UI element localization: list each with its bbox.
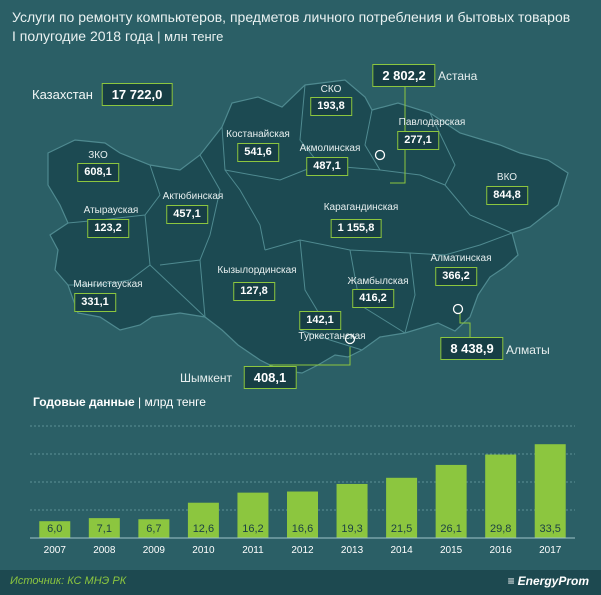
x-tick-label: 2008 <box>93 545 116 556</box>
region-label-turkestan: Туркестанская <box>298 331 366 342</box>
map-outline <box>47 79 569 374</box>
brand-icon: ≡ <box>507 574 515 588</box>
kazakhstan-label: Казахстан <box>32 87 93 102</box>
city-value-shymkent: 408,1 <box>243 366 297 389</box>
bar-value-label: 33,5 <box>540 523 561 535</box>
bar-value-label: 6,7 <box>146 523 161 535</box>
bar-2013 <box>336 483 368 538</box>
region-label-mangistau: Мангистауская <box>73 279 143 290</box>
bar-2008 <box>88 518 120 538</box>
region-value-akmola: 487,1 <box>306 157 348 176</box>
title-period: I полугодие 2018 года <box>12 28 154 44</box>
region-value-atyrau: 123,2 <box>87 219 129 238</box>
title-line-1: Услуги по ремонту компьютеров, предметов… <box>12 9 571 25</box>
region-value-turkestan: 142,1 <box>299 311 341 330</box>
region-label-karaganda: Карагандинская <box>323 202 399 213</box>
bar-value-label: 6,0 <box>47 523 62 535</box>
region-value-zko: 608,1 <box>77 163 119 182</box>
region-label-kostanay: Костанайская <box>226 129 290 140</box>
shymkent-marker <box>344 333 356 345</box>
region-label-zhambyl: Жамбылская <box>347 276 409 287</box>
kazakhstan-total: 17 722,0 <box>101 83 173 106</box>
bar-2017 <box>534 444 566 538</box>
region-label-sko: СКО <box>320 84 342 95</box>
x-tick-label: 2017 <box>539 545 562 556</box>
region-value-kyzylorda: 127,8 <box>233 282 275 301</box>
city-label-shymkent: Шымкент <box>180 371 233 385</box>
region-label-kyzylorda: Кызылординская <box>217 265 297 276</box>
x-tick-label: 2016 <box>490 545 513 556</box>
city-label-astana: Астана <box>438 69 478 83</box>
x-tick-label: 2011 <box>242 545 264 556</box>
city-value-almaty: 8 438,9 <box>440 337 504 360</box>
region-value-aktobe: 457,1 <box>166 205 208 224</box>
region-value-zhambyl: 416,2 <box>352 289 394 308</box>
bar-value-label: 19,3 <box>341 523 362 535</box>
region-label-zko: ЗКО <box>88 150 108 161</box>
region-value-vko: 844,8 <box>486 186 528 205</box>
annual-unit: | млрд тенге <box>138 395 206 409</box>
title-unit: | млн тенге <box>157 29 224 44</box>
city-label-almaty: Алматы <box>506 343 550 357</box>
bar-value-label: 16,6 <box>292 523 313 535</box>
almaty-marker <box>452 303 464 315</box>
bar-value-label: 29,8 <box>490 523 511 535</box>
chart-title: Услуги по ремонту компьютеров, предметов… <box>12 8 597 46</box>
region-label-aktobe: Актюбинская <box>162 191 224 202</box>
x-tick-label: 2010 <box>192 545 215 556</box>
astana-marker <box>374 149 386 161</box>
annual-title: Годовые данные | млрд тенге <box>33 395 206 409</box>
brand-name: EnergyProm <box>517 574 589 588</box>
brand-logo: ≡ EnergyProm <box>508 574 589 588</box>
footer: Источник: КС МНЭ РК ≡ EnergyProm <box>0 570 601 595</box>
bar-2014 <box>386 477 418 538</box>
kazakhstan-map <box>47 77 569 374</box>
bar-2010 <box>187 502 219 538</box>
x-tick-label: 2012 <box>291 545 314 556</box>
region-label-akmola: Акмолинская <box>299 143 361 154</box>
annual-title-text: Годовые данные <box>33 395 135 409</box>
x-tick-label: 2014 <box>390 545 413 556</box>
x-tick-label: 2007 <box>44 545 67 556</box>
bar-2007 <box>39 521 71 538</box>
bar-value-label: 26,1 <box>440 523 461 535</box>
title-line-2: I полугодие 2018 года | млн тенге <box>12 27 597 46</box>
region-label-vko: ВКО <box>496 172 518 183</box>
bar-value-label: 21,5 <box>391 523 412 535</box>
region-label-pavlodar: Павлодарская <box>398 117 466 128</box>
bar-2015 <box>435 464 467 538</box>
region-value-mangistau: 331,1 <box>74 293 116 312</box>
source-text: Источник: КС МНЭ РК <box>10 575 127 587</box>
x-tick-label: 2009 <box>143 545 166 556</box>
region-value-pavlodar: 277,1 <box>397 131 439 150</box>
bar-2012 <box>287 491 318 538</box>
region-borders <box>67 84 513 351</box>
region-label-atyrau: Атырауская <box>83 205 139 216</box>
bar-2009 <box>138 519 170 538</box>
x-tick-label: 2015 <box>440 545 463 556</box>
bar-2011 <box>237 492 269 538</box>
bar-value-label: 12,6 <box>193 523 214 535</box>
region-value-sko: 193,8 <box>310 97 352 116</box>
annual-bar-chart: 6,0 2007 7,1 2008 6,7 2009 12,6 2010 16,2 2011 16,… <box>30 425 575 556</box>
city-value-astana: 2 802,2 <box>372 64 436 87</box>
bar-value-label: 16,2 <box>242 523 263 535</box>
region-value-almaty-region: 366,2 <box>435 267 477 286</box>
region-value-kostanay: 541,6 <box>237 143 279 162</box>
region-label-almaty-region: Алматинская <box>430 253 492 264</box>
bar-2016 <box>485 454 517 538</box>
bar-value-label: 7,1 <box>97 523 112 535</box>
region-value-karaganda: 1 155,8 <box>330 219 382 238</box>
x-tick-label: 2013 <box>341 545 364 556</box>
